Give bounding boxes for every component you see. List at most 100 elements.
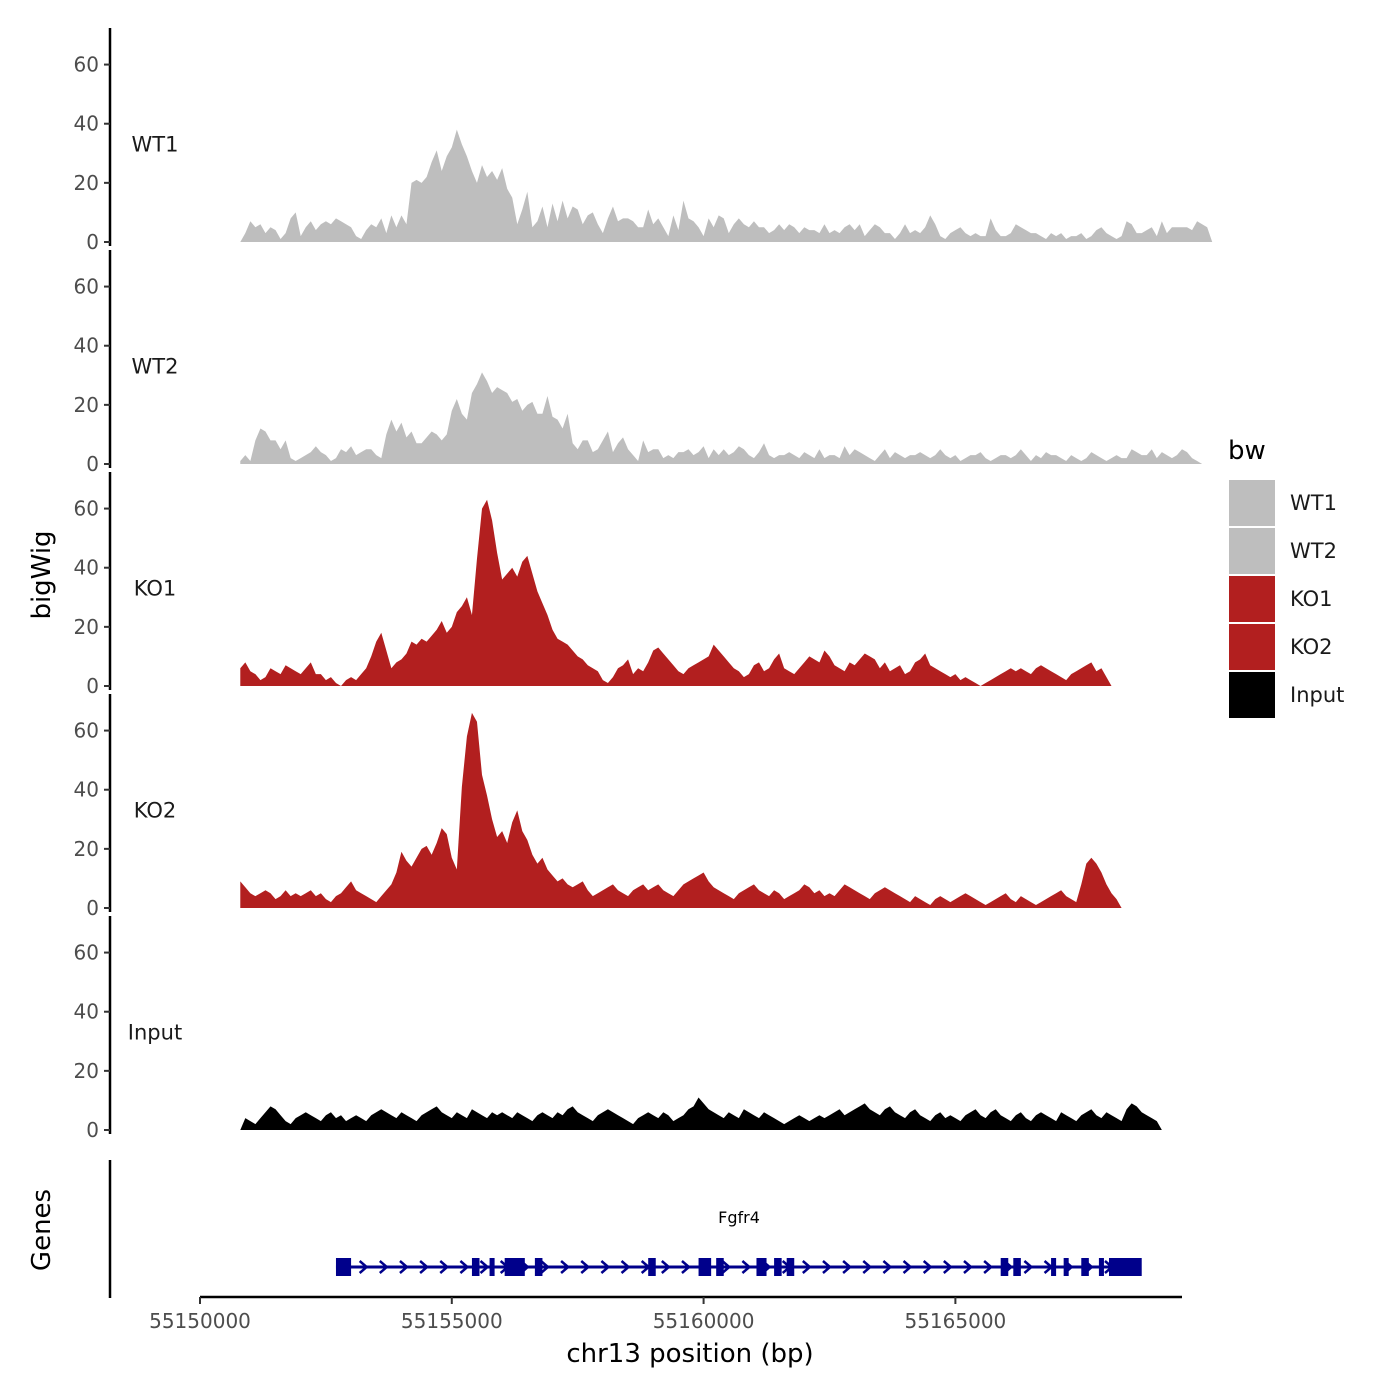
y-tick-label: 40 xyxy=(74,112,99,136)
y-tick-label: 0 xyxy=(86,1118,99,1142)
track-label: KO1 xyxy=(134,576,177,600)
strand-arrow xyxy=(620,1260,631,1274)
legend-key-ko2 xyxy=(1229,624,1275,670)
exon xyxy=(774,1258,782,1276)
strand-arrow xyxy=(741,1260,752,1274)
strand-arrow xyxy=(459,1260,470,1274)
gene-label: Fgfr4 xyxy=(718,1208,760,1227)
track-label: Input xyxy=(128,1020,182,1044)
legend-key-wt2 xyxy=(1229,528,1275,574)
y-tick-label: 60 xyxy=(74,497,99,521)
exon xyxy=(504,1258,525,1276)
legend-label-input: Input xyxy=(1290,683,1344,707)
exon xyxy=(756,1258,767,1276)
strand-arrow xyxy=(721,1260,732,1274)
strand-arrow xyxy=(862,1260,873,1274)
legend-key-input xyxy=(1229,672,1275,718)
strand-arrow xyxy=(983,1260,994,1274)
strand-arrow xyxy=(822,1260,832,1274)
strand-arrow xyxy=(842,1260,853,1274)
exon xyxy=(489,1258,495,1276)
strand-arrow xyxy=(943,1260,953,1274)
y-tick-label: 20 xyxy=(74,171,99,195)
strand-arrow xyxy=(600,1260,611,1274)
y-tick-label: 60 xyxy=(74,941,99,965)
x-tick-label: 55160000 xyxy=(653,1309,755,1333)
y-tick-label: 20 xyxy=(74,615,99,639)
area-wt1 xyxy=(240,129,1213,242)
strand-arrow xyxy=(540,1260,550,1274)
area-ko1 xyxy=(240,499,1112,686)
strand-arrow xyxy=(419,1260,430,1274)
y-tick-label: 60 xyxy=(74,275,99,299)
y-tick-label: 0 xyxy=(86,674,99,698)
track-label: WT2 xyxy=(132,354,179,378)
track-label: KO2 xyxy=(134,798,177,822)
strand-arrow xyxy=(479,1260,490,1274)
area-wt2 xyxy=(240,372,1203,464)
track-ko2: 0 20 40 60 KO2 xyxy=(74,694,1122,920)
track-wt2: 0 20 40 60 WT2 xyxy=(74,250,1203,476)
exon xyxy=(1000,1258,1009,1276)
strand-arrow xyxy=(963,1260,973,1274)
genes-axis-title: Genes xyxy=(27,1189,57,1271)
x-tick-label: 55165000 xyxy=(904,1309,1006,1333)
strand-arrow xyxy=(681,1260,691,1274)
strand-arrow xyxy=(439,1260,450,1274)
y-tick-label: 60 xyxy=(74,53,99,77)
exon xyxy=(534,1258,543,1276)
area-ko2 xyxy=(240,712,1122,908)
y-tick-label: 40 xyxy=(74,334,99,358)
legend-title: bw xyxy=(1228,436,1266,466)
strand-arrow xyxy=(661,1260,671,1274)
x-tick-label: 55150000 xyxy=(149,1309,251,1333)
exon xyxy=(786,1258,795,1276)
strand-arrow xyxy=(399,1260,409,1274)
y-tick-label: 20 xyxy=(74,837,99,861)
x-axis-title: chr13 position (bp) xyxy=(566,1339,813,1369)
x-tick-label: 55155000 xyxy=(401,1309,503,1333)
exon xyxy=(698,1258,712,1276)
strand-arrow xyxy=(882,1260,893,1274)
exon xyxy=(716,1258,724,1276)
signal-tracks: 0 20 40 60 WT1 0 20 40 60 WT2 0 20 40 60 KO1 0 20 40 60 KO2… xyxy=(74,28,1213,1142)
exon xyxy=(335,1258,352,1276)
legend-label-ko1: KO1 xyxy=(1290,587,1333,611)
track-wt1: 0 20 40 60 WT1 xyxy=(74,28,1213,254)
strand-arrow xyxy=(580,1260,591,1274)
exon xyxy=(1081,1258,1089,1276)
y-tick-label: 0 xyxy=(86,230,99,254)
strand-arrow xyxy=(358,1260,369,1274)
y-tick-label: 40 xyxy=(74,556,99,580)
strand-arrow xyxy=(560,1260,571,1274)
exon xyxy=(648,1258,656,1276)
legend-label-wt2: WT2 xyxy=(1290,539,1337,563)
gene-track xyxy=(108,1160,1142,1298)
strand-arrow xyxy=(802,1260,812,1274)
y-axis-title: bigWig xyxy=(27,530,57,619)
y-tick-label: 60 xyxy=(74,719,99,743)
track-label: WT1 xyxy=(132,132,179,156)
strand-arrow xyxy=(378,1260,389,1274)
legend-label-ko2: KO2 xyxy=(1290,635,1333,659)
exon xyxy=(1063,1258,1069,1276)
strand-arrow xyxy=(902,1260,913,1274)
legend-label-wt1: WT1 xyxy=(1290,491,1337,515)
legend: bw WT1 WT2 KO1 KO2 Input xyxy=(1228,436,1344,718)
strand-arrow xyxy=(1023,1260,1034,1274)
area-input xyxy=(240,1097,1162,1130)
exon xyxy=(1051,1258,1057,1276)
track-input: 0 20 40 60 Input xyxy=(74,916,1162,1142)
y-tick-label: 20 xyxy=(74,393,99,417)
y-tick-label: 40 xyxy=(74,778,99,802)
y-tick-label: 40 xyxy=(74,1000,99,1024)
exon xyxy=(1108,1258,1142,1276)
legend-key-ko1 xyxy=(1229,576,1275,622)
exon xyxy=(1098,1258,1104,1276)
y-tick-label: 0 xyxy=(86,452,99,476)
x-axis: 55150000 55155000 55160000 55165000 xyxy=(149,1295,1182,1333)
track-ko1: 0 20 40 60 KO1 xyxy=(74,472,1112,698)
legend-key-wt1 xyxy=(1229,480,1275,526)
y-tick-label: 0 xyxy=(86,896,99,920)
